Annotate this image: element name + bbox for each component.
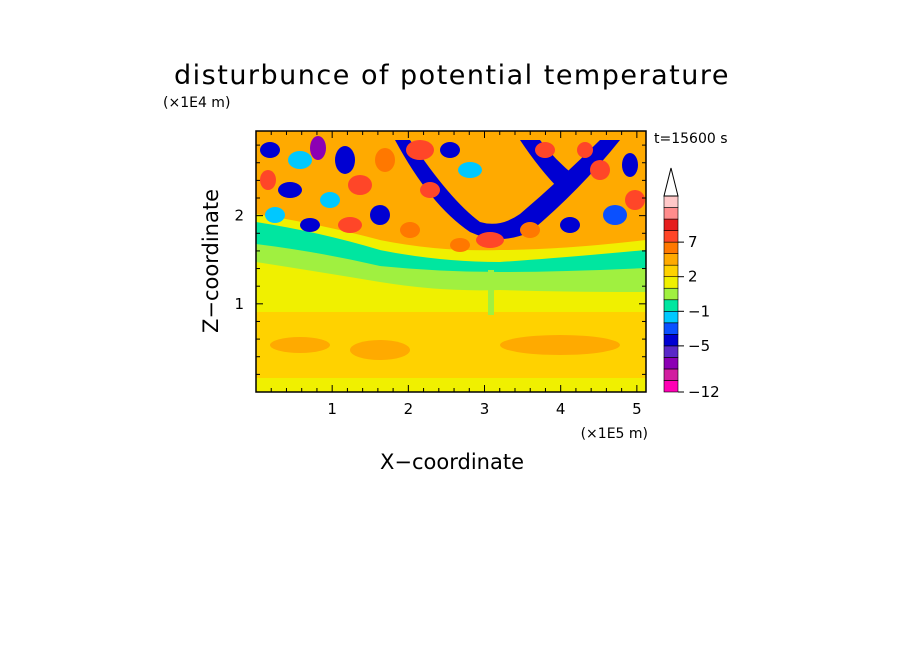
colorbar-tick-label: 7 (688, 233, 698, 251)
colorbar-segment (663, 310, 679, 324)
colorbar-tick-label: −12 (688, 383, 720, 401)
colorbar-segment (663, 299, 679, 312)
field-cell (420, 182, 440, 198)
field-wave-blue (395, 140, 620, 239)
field-cell (622, 153, 638, 177)
field-cell (406, 140, 434, 160)
field-cell (338, 217, 362, 233)
colorbar-segment (663, 241, 679, 254)
field-cell (260, 142, 280, 158)
plot-frame (255, 130, 647, 393)
colorbar-tick-label: −5 (688, 337, 710, 355)
y-unit-label: (×1E4 m) (163, 95, 230, 111)
field-cell (260, 170, 276, 190)
colorbar-segment (663, 322, 679, 335)
field-cell (625, 190, 645, 210)
field-blob (270, 337, 330, 353)
colorbar-segment (663, 253, 679, 266)
x-tick-label: 5 (632, 400, 642, 418)
colorbar-segment (663, 264, 679, 278)
y-tick-label: 1 (234, 295, 244, 313)
field-cell (310, 136, 326, 160)
field-cell (265, 207, 285, 223)
x-tick-label: 1 (327, 400, 337, 418)
field-plume (488, 270, 494, 315)
colorbar-segment (663, 380, 679, 393)
y-tick-label: 2 (234, 207, 244, 225)
field-cell (440, 142, 460, 158)
field-cell (476, 232, 504, 248)
field-cell (320, 192, 340, 208)
tick-labels: 1 2 3 4 5 1 2 (234, 207, 641, 418)
colorbar-tick-label: 2 (688, 268, 698, 286)
colorbar-segment (663, 195, 679, 208)
colorbar-segment (663, 357, 679, 370)
field-cell (335, 146, 355, 174)
field-cell (450, 238, 470, 252)
colorbar-segment (663, 230, 679, 243)
y-axis-label: Z−coordinate (199, 189, 223, 333)
chart-title: disturbunce of potential temperature (174, 60, 730, 91)
colorbar-segment (663, 345, 679, 358)
field-band-green (256, 232, 646, 292)
field-band-cyan (256, 222, 646, 272)
field-cell (400, 222, 420, 238)
contour-field (256, 131, 646, 392)
field-cell (603, 205, 627, 225)
field-cell (560, 217, 580, 233)
colorbar-segment (663, 334, 679, 347)
field-cell (300, 218, 320, 232)
field-cell (370, 205, 390, 225)
field-blob (500, 335, 620, 355)
field-cell (375, 148, 395, 172)
colorbar-segment (663, 207, 679, 220)
field-cell (590, 160, 610, 180)
colorbar-segment (663, 218, 679, 231)
field-cell (577, 142, 593, 158)
field-wave-blue (520, 140, 575, 190)
colorbar-tick-label: −1 (688, 302, 710, 320)
field-blob (350, 340, 410, 360)
x-tick-label: 3 (480, 400, 490, 418)
field-cell (348, 175, 372, 195)
field-band-bottom (256, 378, 646, 392)
field-cell (520, 222, 540, 238)
time-label: t=15600 s (654, 131, 728, 147)
x-tick-label: 2 (404, 400, 414, 418)
field-cell (278, 182, 302, 198)
colorbar-segment (663, 368, 679, 381)
axis-ticks (255, 131, 646, 393)
colorbar-segment (663, 287, 679, 301)
field-cell (458, 162, 482, 178)
colorbar: −12−5−127 (663, 167, 720, 401)
colorbar-segment (663, 276, 679, 289)
field-cell (288, 151, 312, 169)
field-cell (535, 142, 555, 158)
x-unit-label: (×1E5 m) (581, 426, 648, 442)
x-tick-label: 4 (556, 400, 566, 418)
colorbar-extend-arrow (663, 167, 679, 197)
x-axis-label: X−coordinate (380, 450, 524, 474)
